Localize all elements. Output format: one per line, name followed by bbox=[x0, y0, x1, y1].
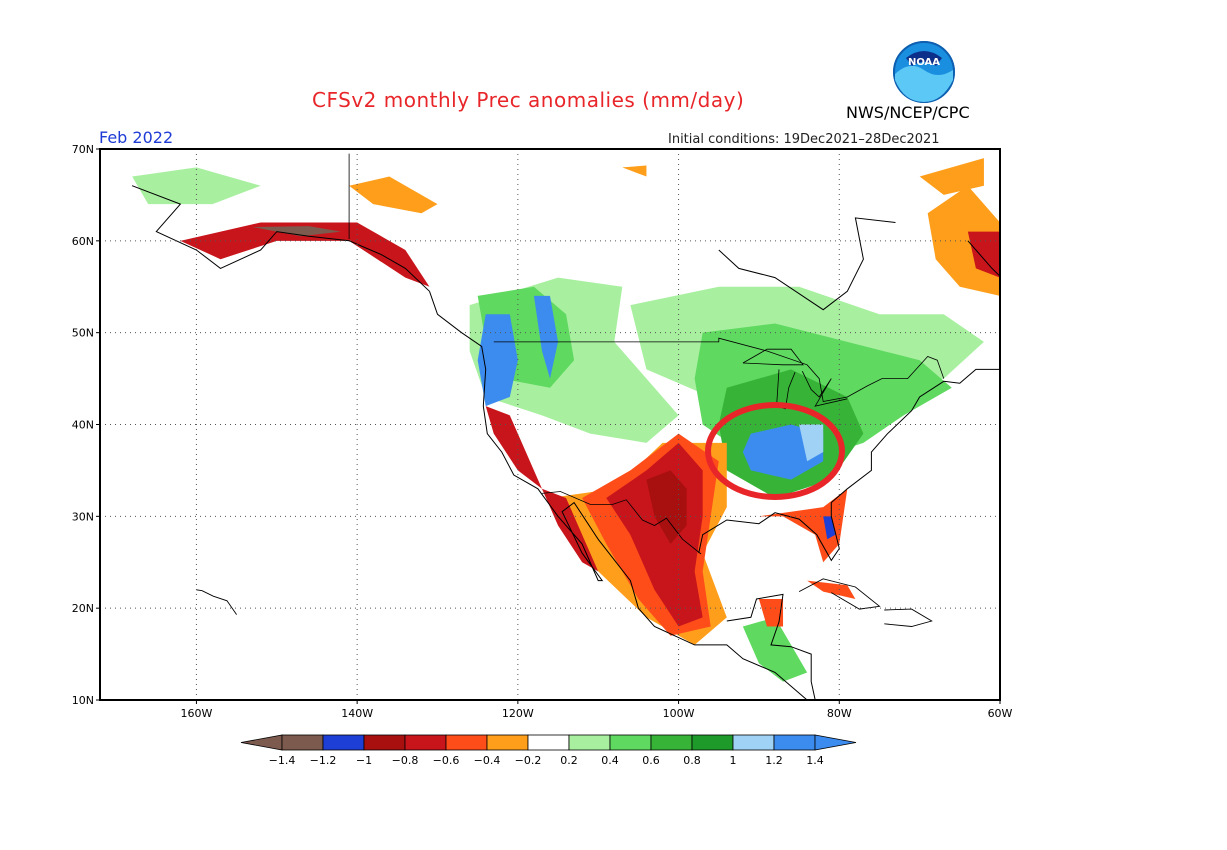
lat-label: 60N bbox=[72, 235, 94, 248]
lat-label: 40N bbox=[72, 419, 94, 432]
legend-label: −1.4 bbox=[269, 754, 296, 767]
noaa-logo-text: NOAA bbox=[908, 57, 940, 68]
anomaly-yukon-orange bbox=[349, 176, 438, 214]
lake-huron-erie bbox=[801, 371, 848, 407]
coast-alaska bbox=[131, 185, 430, 292]
anomaly-labrador-strong bbox=[967, 231, 1000, 278]
legend-label: 0.4 bbox=[601, 754, 619, 767]
initial-conditions: Initial conditions: 19Dec2021–28Dec2021 bbox=[668, 132, 940, 147]
legend-label: −0.4 bbox=[474, 754, 501, 767]
lat-label: 20N bbox=[72, 602, 94, 615]
legend-swatch bbox=[363, 734, 406, 751]
forecast-month: Feb 2022 bbox=[99, 128, 174, 147]
lat-label: 50N bbox=[72, 327, 94, 340]
lat-label: 10N bbox=[72, 694, 94, 707]
coast-labrador bbox=[967, 240, 1000, 277]
lon-label: 60W bbox=[988, 707, 1013, 720]
graticule bbox=[100, 149, 1000, 700]
legend-swatch bbox=[281, 734, 324, 751]
legend-label: 1.4 bbox=[806, 754, 824, 767]
legend-swatch bbox=[404, 734, 447, 751]
legend-label: 0.6 bbox=[642, 754, 660, 767]
lon-label: 100W bbox=[663, 707, 695, 720]
legend-label: −0.6 bbox=[433, 754, 460, 767]
lat-label: 30N bbox=[72, 510, 94, 523]
legend-label: 0.2 bbox=[560, 754, 578, 767]
agency-label: NWS/NCEP/CPC bbox=[846, 103, 970, 122]
coast-yucatan bbox=[726, 593, 816, 700]
legend-label: −1.2 bbox=[310, 754, 337, 767]
legend-label: 1 bbox=[730, 754, 737, 767]
legend-swatch bbox=[691, 734, 734, 751]
legend-arrow-right bbox=[814, 734, 857, 751]
anomaly-california-dry bbox=[485, 406, 542, 489]
lon-label: 160W bbox=[180, 707, 212, 720]
lon-label: 140W bbox=[341, 707, 373, 720]
legend-label: −1 bbox=[356, 754, 372, 767]
legend-label: −0.2 bbox=[515, 754, 542, 767]
lake-superior bbox=[742, 348, 804, 366]
legend-swatch bbox=[527, 734, 570, 751]
legend-swatch bbox=[650, 734, 693, 751]
lat-label: 70N bbox=[72, 143, 94, 156]
legend-label: 0.8 bbox=[683, 754, 701, 767]
coast-hudson bbox=[718, 217, 896, 311]
anomaly-alaska-brown bbox=[252, 226, 342, 237]
lake-michigan bbox=[776, 369, 796, 410]
border-us-canada bbox=[493, 337, 945, 402]
anomaly-alaska-light-wet bbox=[132, 167, 261, 205]
lon-label: 80W bbox=[827, 707, 852, 720]
anomaly-yucatan-dry bbox=[758, 598, 784, 627]
anomaly-baffin-dry bbox=[919, 158, 984, 195]
legend-swatch bbox=[445, 734, 488, 751]
legend-swatch bbox=[486, 734, 529, 751]
anomaly-central-america-green bbox=[742, 617, 808, 682]
legend-label: 1.2 bbox=[765, 754, 783, 767]
anomaly-cuba-dry bbox=[807, 580, 856, 599]
coast-gulf-atlantic bbox=[698, 368, 1000, 562]
coast-pacific bbox=[429, 291, 808, 700]
lon-label: 120W bbox=[502, 707, 534, 720]
anomaly-ohio-valley-light-blue bbox=[799, 424, 824, 462]
anomaly-alaska-coast-dry bbox=[180, 222, 430, 287]
anomaly-nw-blue bbox=[477, 314, 518, 407]
anomaly-fill-layer bbox=[132, 158, 1000, 682]
chart-title: CFSv2 monthly Prec anomalies (mm/day) bbox=[312, 88, 745, 112]
anomaly-arctic-orange bbox=[622, 165, 647, 177]
legend-swatch bbox=[568, 734, 611, 751]
legend-swatch bbox=[322, 734, 365, 751]
legend-swatch bbox=[732, 734, 775, 751]
color-legend: −1.4 −1.2 −1 −0.8 −0.6 −0.4 −0.2 0.2 0.4 0.6 0.8 1 1… bbox=[240, 734, 857, 767]
legend-swatch bbox=[609, 734, 652, 751]
coastline-layer bbox=[131, 153, 1000, 700]
legend-arrow-left bbox=[240, 734, 283, 751]
anomaly-texas-dark-dry bbox=[646, 470, 687, 544]
border-us-mexico bbox=[541, 491, 702, 555]
cuba bbox=[798, 578, 881, 610]
annotation-circle bbox=[705, 402, 845, 500]
anomaly-southeast-dry bbox=[758, 488, 848, 563]
hawaii bbox=[196, 589, 237, 615]
anomaly-idaho-blue bbox=[533, 295, 559, 379]
legend-label: −0.8 bbox=[392, 754, 419, 767]
axis-labels: 70N 60N 50N 40N 30N 20N 10N 160W 140W 120W 100W 80W… bbox=[72, 143, 1013, 720]
noaa-logo: NOAA bbox=[893, 41, 955, 103]
legend-swatch bbox=[773, 734, 816, 751]
hispaniola bbox=[884, 608, 933, 627]
